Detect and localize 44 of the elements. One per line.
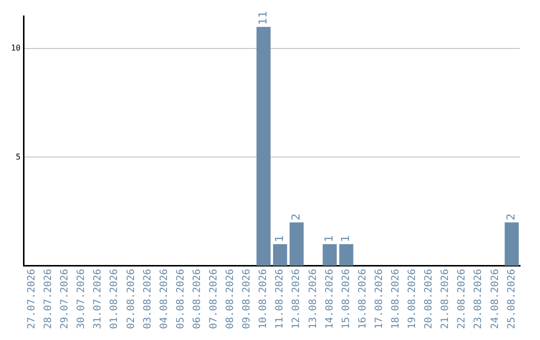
bar xyxy=(339,244,354,266)
x-tick-label: 09.08.2026 xyxy=(242,268,253,330)
x-tick-label: 15.08.2026 xyxy=(340,268,352,330)
x-tick-label: 07.08.2026 xyxy=(208,268,220,330)
x-tick-label: 18.08.2026 xyxy=(390,268,402,330)
x-tick-label: 06.08.2026 xyxy=(192,268,203,330)
x-tick-label: 27.07.2026 xyxy=(26,268,38,330)
y-tick-label: 10 xyxy=(10,44,21,53)
x-tick-label: 05.08.2026 xyxy=(175,268,186,330)
x-tick-label: 12.08.2026 xyxy=(291,268,302,330)
y-tick-label: 5 xyxy=(16,152,21,162)
data-label: 1 xyxy=(339,235,352,242)
x-tick-label: 23.08.2026 xyxy=(473,268,484,330)
x-tick-label: 20.08.2026 xyxy=(424,268,435,330)
x-tick-label: 19.08.2026 xyxy=(407,268,418,330)
x-tick-label: 02.08.2026 xyxy=(126,268,137,330)
x-tick-label: 14.08.2026 xyxy=(324,268,336,330)
x-tick-label: 28.07.2026 xyxy=(43,268,54,330)
x-tick-label: 16.08.2026 xyxy=(357,268,368,330)
x-tick-label: 22.08.2026 xyxy=(456,268,468,330)
bar xyxy=(504,222,519,266)
data-label: 2 xyxy=(289,213,302,220)
x-tick-label: 04.08.2026 xyxy=(158,268,170,330)
x-tick-label: 03.08.2026 xyxy=(142,268,154,330)
x-tick-label: 10.08.2026 xyxy=(258,268,270,330)
x-tick-label: 24.08.2026 xyxy=(490,268,501,330)
bar xyxy=(273,244,288,266)
x-tick-label: 08.08.2026 xyxy=(225,268,236,330)
x-tick-label: 17.08.2026 xyxy=(374,268,385,330)
x-tick-label: 29.07.2026 xyxy=(60,268,71,330)
bar xyxy=(290,222,304,266)
data-label: 1 xyxy=(322,235,336,242)
data-label: 11 xyxy=(256,10,270,25)
x-tick-label: 11.08.2026 xyxy=(274,268,286,330)
x-tick-label: 01.08.2026 xyxy=(109,268,120,330)
x-tick-label: 21.08.2026 xyxy=(440,268,452,330)
data-label: 1 xyxy=(272,235,286,242)
data-label: 2 xyxy=(504,213,518,220)
bar xyxy=(256,26,271,266)
x-tick-label: 30.07.2026 xyxy=(76,268,88,330)
x-tick-label: 13.08.2026 xyxy=(308,268,319,330)
x-tick-label: 25.08.2026 xyxy=(506,268,518,330)
bar xyxy=(322,244,337,266)
x-tick-label: 31.07.2026 xyxy=(92,268,104,330)
